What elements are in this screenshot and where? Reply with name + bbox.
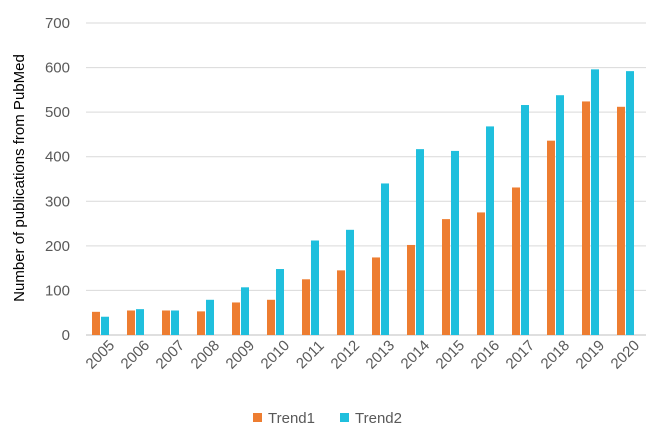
bar-trend1-2011 bbox=[302, 279, 310, 335]
bar-trend2-2007 bbox=[171, 310, 179, 335]
x-tick-label: 2020 bbox=[608, 337, 644, 373]
bar-trend2-2005 bbox=[101, 316, 109, 335]
bar-trend1-2010 bbox=[267, 299, 275, 335]
bar-trend2-2008 bbox=[206, 299, 214, 335]
bar-trend1-2018 bbox=[547, 140, 555, 335]
bar-trend1-2014 bbox=[407, 244, 415, 335]
bar-trend2-2006 bbox=[136, 309, 144, 335]
bar-trend2-2011 bbox=[311, 240, 319, 335]
y-tick-label: 500 bbox=[45, 104, 70, 121]
bar-trend2-2018 bbox=[556, 95, 564, 335]
x-tick-label: 2015 bbox=[433, 337, 469, 373]
bar-trend1-2017 bbox=[512, 187, 520, 335]
bar-trend1-2013 bbox=[372, 257, 380, 335]
x-tick-label: 2014 bbox=[398, 337, 434, 373]
y-tick-label: 600 bbox=[45, 60, 70, 77]
legend: Trend1 Trend2 bbox=[253, 410, 402, 427]
legend-swatch-trend1 bbox=[253, 413, 262, 422]
bar-trend1-2007 bbox=[162, 310, 170, 335]
x-tick-label: 2011 bbox=[293, 337, 328, 372]
x-tick-label: 2007 bbox=[153, 337, 189, 373]
bar-trend1-2015 bbox=[442, 219, 450, 335]
bar-trend1-2009 bbox=[232, 302, 240, 335]
y-axis-title: Number of publications from PubMed bbox=[11, 54, 28, 302]
gridlines bbox=[86, 22, 646, 336]
x-tick-label: 2012 bbox=[328, 337, 364, 373]
y-tick-label: 0 bbox=[62, 327, 70, 344]
legend-label-trend2: Trend2 bbox=[355, 410, 402, 427]
bar-trend2-2014 bbox=[416, 149, 424, 335]
bar-trend1-2008 bbox=[197, 311, 205, 335]
bar-trend2-2015 bbox=[451, 150, 459, 335]
bar-trend2-2016 bbox=[486, 126, 494, 335]
y-tick-label: 100 bbox=[45, 282, 70, 299]
bar-trend2-2013 bbox=[381, 183, 389, 335]
y-tick-label: 400 bbox=[45, 149, 70, 166]
x-tick-label: 2018 bbox=[538, 337, 574, 373]
x-tick-label: 2013 bbox=[363, 337, 399, 373]
bar-area bbox=[92, 69, 634, 336]
bar-trend1-2012 bbox=[337, 270, 345, 335]
bar-trend2-2012 bbox=[346, 229, 354, 335]
x-tick-label: 2009 bbox=[223, 337, 259, 373]
bar-trend1-2006 bbox=[127, 310, 135, 335]
y-tick-label: 200 bbox=[45, 238, 70, 255]
x-tick-label: 2006 bbox=[118, 337, 154, 373]
y-tick-label: 700 bbox=[45, 15, 70, 32]
bar-trend1-2005 bbox=[92, 311, 100, 335]
y-axis-ticks: 0 100 200 300 400 500 600 700 bbox=[45, 15, 70, 344]
bar-trend1-2020 bbox=[617, 106, 625, 336]
x-axis-ticks: 2005 2006 2007 2008 2009 2010 2011 2012 2013 2014… bbox=[83, 337, 644, 373]
x-tick-label: 2016 bbox=[468, 337, 504, 373]
bar-trend2-2010 bbox=[276, 269, 284, 335]
x-tick-label: 2010 bbox=[258, 337, 294, 373]
bar-trend2-2017 bbox=[521, 105, 529, 335]
legend-swatch-trend2 bbox=[340, 413, 349, 422]
x-tick-label: 2005 bbox=[83, 337, 119, 373]
y-tick-label: 300 bbox=[45, 193, 70, 210]
bar-trend2-2019 bbox=[591, 69, 599, 336]
x-tick-label: 2008 bbox=[188, 337, 224, 373]
bar-trend1-2019 bbox=[582, 101, 590, 336]
bar-trend2-2020 bbox=[626, 71, 634, 335]
x-tick-label: 2017 bbox=[503, 337, 539, 373]
bar-trend2-2009 bbox=[241, 287, 249, 335]
bar-trend1-2016 bbox=[477, 212, 485, 335]
legend-label-trend1: Trend1 bbox=[268, 410, 315, 427]
x-tick-label: 2019 bbox=[573, 337, 609, 373]
